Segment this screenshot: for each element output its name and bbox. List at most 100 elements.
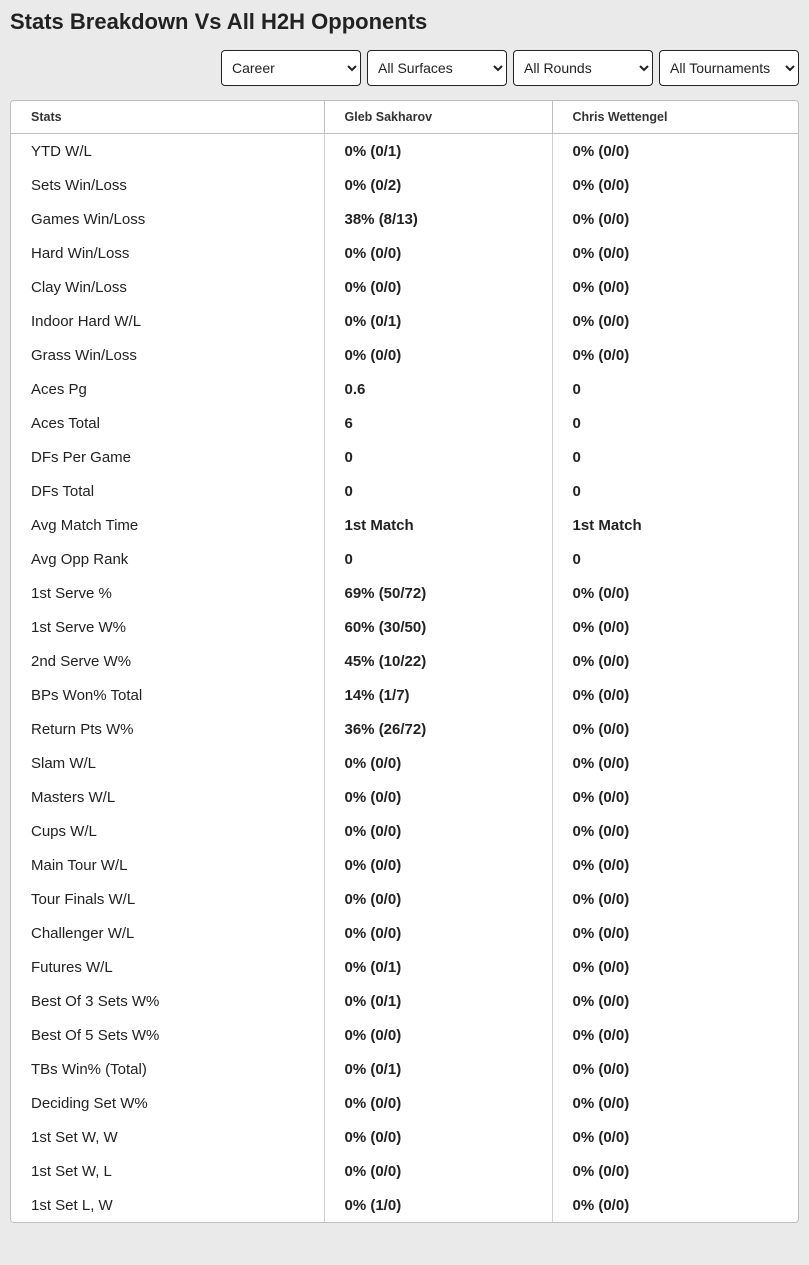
stat-value-player1: 0% (0/0) (324, 270, 552, 304)
stat-value-player1: 0% (0/0) (324, 780, 552, 814)
table-row: Tour Finals W/L0% (0/0)0% (0/0) (11, 882, 798, 916)
stat-value-player1: 0% (0/0) (324, 1086, 552, 1120)
stat-value-player2: 0% (0/0) (552, 576, 798, 610)
stat-value-player1: 0% (0/0) (324, 882, 552, 916)
table-row: Best Of 5 Sets W%0% (0/0)0% (0/0) (11, 1018, 798, 1052)
tournaments-select[interactable]: All Tournaments (659, 50, 799, 86)
rounds-select[interactable]: All Rounds (513, 50, 653, 86)
stat-label: 1st Serve W% (11, 610, 324, 644)
stat-value-player2: 0 (552, 474, 798, 508)
stat-value-player1: 0 (324, 542, 552, 576)
table-row: YTD W/L0% (0/1)0% (0/0) (11, 134, 798, 169)
table-row: Avg Match Time1st Match1st Match (11, 508, 798, 542)
table-row: Cups W/L0% (0/0)0% (0/0) (11, 814, 798, 848)
stat-label: Best Of 3 Sets W% (11, 984, 324, 1018)
stat-value-player2: 0% (0/0) (552, 814, 798, 848)
stat-value-player1: 14% (1/7) (324, 678, 552, 712)
stat-value-player2: 0% (0/0) (552, 916, 798, 950)
stat-value-player2: 0% (0/0) (552, 1154, 798, 1188)
stat-value-player2: 0% (0/0) (552, 1052, 798, 1086)
stat-label: YTD W/L (11, 134, 324, 169)
stat-value-player1: 0% (0/0) (324, 916, 552, 950)
table-row: Clay Win/Loss0% (0/0)0% (0/0) (11, 270, 798, 304)
table-row: Hard Win/Loss0% (0/0)0% (0/0) (11, 236, 798, 270)
table-row: 1st Set W, L0% (0/0)0% (0/0) (11, 1154, 798, 1188)
stat-value-player2: 0% (0/0) (552, 678, 798, 712)
stat-value-player2: 0 (552, 406, 798, 440)
table-row: Main Tour W/L0% (0/0)0% (0/0) (11, 848, 798, 882)
stat-value-player2: 0% (0/0) (552, 644, 798, 678)
stat-value-player1: 6 (324, 406, 552, 440)
stat-label: Best Of 5 Sets W% (11, 1018, 324, 1052)
stat-value-player2: 1st Match (552, 508, 798, 542)
stat-label: Indoor Hard W/L (11, 304, 324, 338)
stat-label: Main Tour W/L (11, 848, 324, 882)
stat-label: DFs Per Game (11, 440, 324, 474)
stat-label: 1st Set W, L (11, 1154, 324, 1188)
stat-value-player2: 0% (0/0) (552, 1120, 798, 1154)
table-row: 1st Serve W%60% (30/50)0% (0/0) (11, 610, 798, 644)
stat-label: Return Pts W% (11, 712, 324, 746)
stat-value-player2: 0% (0/0) (552, 780, 798, 814)
filters-bar: Career All Surfaces All Rounds All Tourn… (0, 42, 809, 100)
stat-value-player1: 38% (8/13) (324, 202, 552, 236)
stat-value-player2: 0 (552, 542, 798, 576)
table-row: TBs Win% (Total)0% (0/1)0% (0/0) (11, 1052, 798, 1086)
table-row: Futures W/L0% (0/1)0% (0/0) (11, 950, 798, 984)
stat-label: Aces Pg (11, 372, 324, 406)
page-title: Stats Breakdown Vs All H2H Opponents (0, 0, 809, 42)
stat-label: DFs Total (11, 474, 324, 508)
table-row: 1st Set W, W0% (0/0)0% (0/0) (11, 1120, 798, 1154)
stat-value-player1: 0% (1/0) (324, 1188, 552, 1222)
stat-value-player1: 0% (0/0) (324, 1154, 552, 1188)
surfaces-select[interactable]: All Surfaces (367, 50, 507, 86)
stat-value-player1: 0% (0/2) (324, 168, 552, 202)
table-header-row: Stats Gleb Sakharov Chris Wettengel (11, 101, 798, 134)
table-row: BPs Won% Total14% (1/7)0% (0/0) (11, 678, 798, 712)
stat-value-player1: 0% (0/0) (324, 746, 552, 780)
table-row: Aces Pg0.60 (11, 372, 798, 406)
stat-value-player1: 0% (0/1) (324, 984, 552, 1018)
stat-value-player1: 0 (324, 474, 552, 508)
stat-label: Avg Match Time (11, 508, 324, 542)
table-row: Grass Win/Loss0% (0/0)0% (0/0) (11, 338, 798, 372)
stat-value-player2: 0% (0/0) (552, 1086, 798, 1120)
table-row: Sets Win/Loss0% (0/2)0% (0/0) (11, 168, 798, 202)
stat-value-player1: 0% (0/0) (324, 236, 552, 270)
stat-value-player1: 0% (0/1) (324, 304, 552, 338)
career-select[interactable]: Career (221, 50, 361, 86)
stat-label: Clay Win/Loss (11, 270, 324, 304)
stat-label: Slam W/L (11, 746, 324, 780)
stat-value-player1: 0.6 (324, 372, 552, 406)
table-row: DFs Total00 (11, 474, 798, 508)
table-row: Deciding Set W%0% (0/0)0% (0/0) (11, 1086, 798, 1120)
stat-value-player1: 1st Match (324, 508, 552, 542)
stat-label: 1st Set L, W (11, 1188, 324, 1222)
stat-value-player2: 0% (0/0) (552, 984, 798, 1018)
stat-value-player2: 0% (0/0) (552, 134, 798, 169)
stat-value-player2: 0% (0/0) (552, 848, 798, 882)
stat-value-player2: 0 (552, 372, 798, 406)
stat-value-player1: 0 (324, 440, 552, 474)
stat-label: Futures W/L (11, 950, 324, 984)
stat-label: TBs Win% (Total) (11, 1052, 324, 1086)
stat-value-player1: 0% (0/0) (324, 814, 552, 848)
stat-value-player2: 0% (0/0) (552, 338, 798, 372)
stat-label: Deciding Set W% (11, 1086, 324, 1120)
table-row: Slam W/L0% (0/0)0% (0/0) (11, 746, 798, 780)
stat-value-player2: 0% (0/0) (552, 270, 798, 304)
stat-label: Cups W/L (11, 814, 324, 848)
stat-value-player2: 0% (0/0) (552, 236, 798, 270)
stat-value-player1: 0% (0/0) (324, 1018, 552, 1052)
stat-value-player2: 0% (0/0) (552, 712, 798, 746)
table-row: Challenger W/L0% (0/0)0% (0/0) (11, 916, 798, 950)
stat-label: Challenger W/L (11, 916, 324, 950)
stat-value-player2: 0% (0/0) (552, 746, 798, 780)
stat-label: Hard Win/Loss (11, 236, 324, 270)
stat-value-player1: 0% (0/0) (324, 1120, 552, 1154)
stat-value-player1: 0% (0/1) (324, 134, 552, 169)
stat-value-player2: 0% (0/0) (552, 950, 798, 984)
stat-value-player1: 0% (0/0) (324, 338, 552, 372)
stats-card: Stats Gleb Sakharov Chris Wettengel YTD … (10, 100, 799, 1223)
stat-label: Tour Finals W/L (11, 882, 324, 916)
